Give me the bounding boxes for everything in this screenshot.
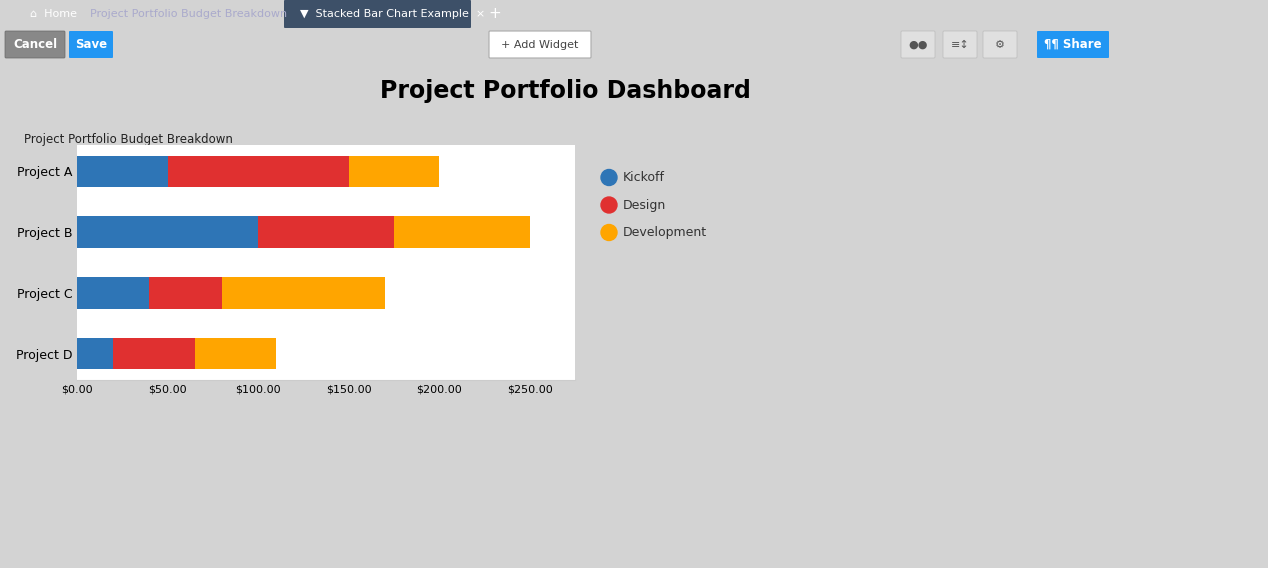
Text: Project Portfolio Budget Breakdown: Project Portfolio Budget Breakdown xyxy=(90,9,287,19)
Text: Kickoff: Kickoff xyxy=(623,171,664,184)
Bar xyxy=(77,338,113,369)
Bar xyxy=(77,156,167,187)
FancyBboxPatch shape xyxy=(943,31,978,58)
Bar xyxy=(167,156,349,187)
Text: ⌂  Home: ⌂ Home xyxy=(30,9,77,19)
Text: Project Portfolio Dashboard: Project Portfolio Dashboard xyxy=(379,79,751,103)
FancyBboxPatch shape xyxy=(1037,31,1110,58)
Text: + Add Widget: + Add Widget xyxy=(501,40,578,49)
Bar xyxy=(195,338,276,369)
Bar xyxy=(77,216,259,248)
FancyBboxPatch shape xyxy=(5,31,65,58)
FancyBboxPatch shape xyxy=(983,31,1017,58)
Text: ≡↕: ≡↕ xyxy=(951,40,969,49)
Text: ⚙: ⚙ xyxy=(995,40,1006,49)
Text: ●●: ●● xyxy=(908,40,928,49)
Circle shape xyxy=(601,169,618,186)
Text: ▼  Stacked Bar Chart Example  ×: ▼ Stacked Bar Chart Example × xyxy=(301,9,486,19)
Text: Save: Save xyxy=(75,38,107,51)
Text: Project Portfolio Budget Breakdown: Project Portfolio Budget Breakdown xyxy=(24,133,233,146)
Text: +: + xyxy=(488,6,501,22)
Bar xyxy=(113,338,195,369)
Bar xyxy=(394,216,530,248)
Text: Design: Design xyxy=(623,198,666,211)
FancyBboxPatch shape xyxy=(68,31,113,58)
Text: Development: Development xyxy=(623,226,708,239)
Bar xyxy=(349,156,439,187)
Text: ¶¶ Share: ¶¶ Share xyxy=(1044,38,1102,51)
FancyBboxPatch shape xyxy=(902,31,935,58)
Circle shape xyxy=(601,197,618,213)
Bar xyxy=(77,277,150,308)
Bar xyxy=(150,277,222,308)
Circle shape xyxy=(601,224,618,240)
Bar xyxy=(222,277,385,308)
Text: Cancel: Cancel xyxy=(13,38,57,51)
FancyBboxPatch shape xyxy=(284,0,470,28)
Bar xyxy=(259,216,394,248)
FancyBboxPatch shape xyxy=(489,31,591,58)
